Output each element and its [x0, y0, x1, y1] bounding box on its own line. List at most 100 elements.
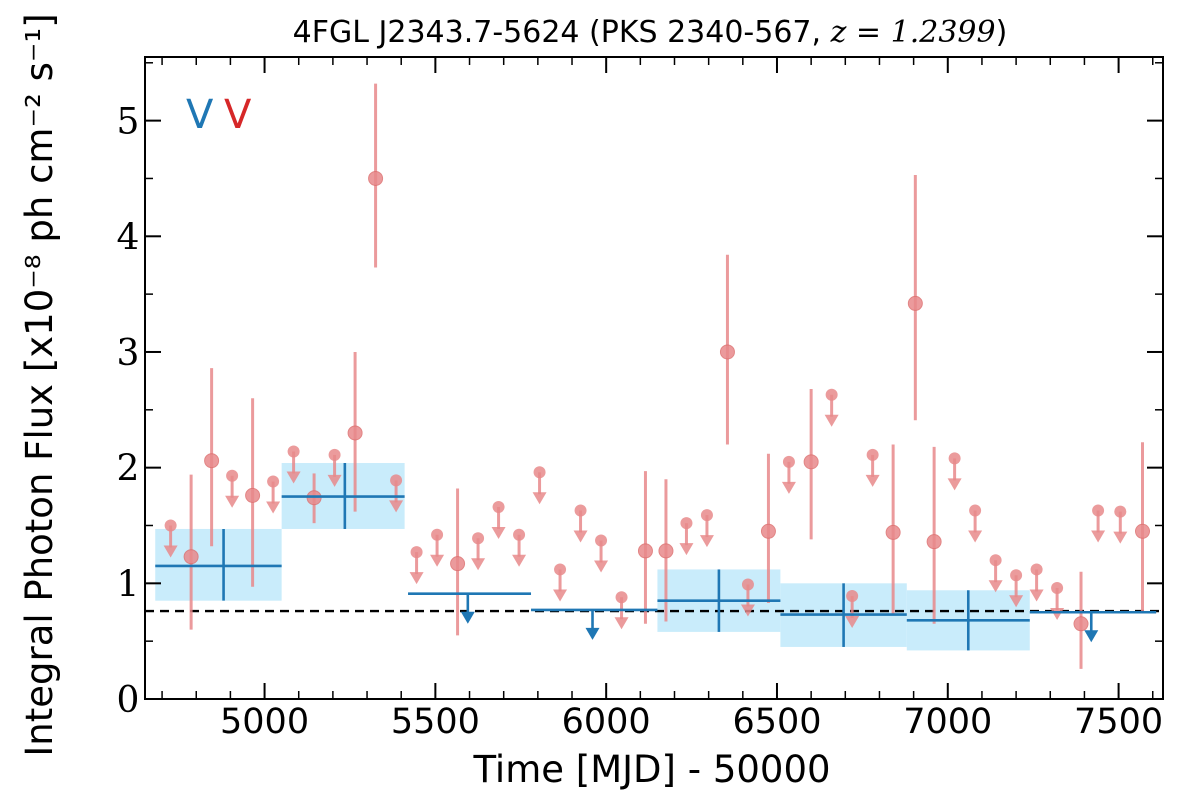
red-upper-limit-arrow [286, 471, 301, 484]
y-tick-label: 0 [117, 680, 140, 721]
red-data-point [926, 534, 942, 550]
red-upper-limit-point [866, 448, 879, 461]
red-upper-limit-point [948, 452, 961, 465]
red-upper-limit-arrow [512, 554, 527, 567]
red-upper-limit-point [680, 517, 693, 530]
y-tick-label: 4 [117, 217, 140, 258]
y-tick-label: 3 [117, 333, 140, 374]
red-upper-limit-point [969, 504, 982, 517]
red-upper-limit-point [741, 578, 754, 591]
red-data-point [658, 543, 674, 559]
red-upper-limit-point [615, 591, 628, 604]
red-upper-limit-arrow [532, 492, 547, 505]
y-tick-label: 1 [117, 564, 140, 605]
red-upper-limit-arrow [1009, 595, 1024, 608]
red-upper-limit-point [472, 532, 485, 545]
y-tick-label: 2 [117, 449, 140, 490]
red-data-point [1073, 616, 1089, 632]
plot-area: 5000 5500 6000 6500 7000 7500 0 1 2 3 4 5 [117, 56, 1164, 742]
red-upper-limit-point [1051, 581, 1064, 594]
x-tick-label: 6000 [562, 702, 651, 742]
red-upper-limit-point [287, 445, 300, 458]
legend-marker-red: V [224, 92, 252, 138]
red-upper-limit-point [164, 519, 177, 532]
red-upper-limit-point [782, 455, 795, 468]
red-upper-limit-point [410, 546, 423, 559]
blue-upper-limit-arrow [460, 611, 475, 624]
red-upper-limit-arrow [430, 554, 445, 567]
red-upper-limit-point [492, 500, 505, 513]
red-upper-limit-point [513, 528, 526, 541]
title-main: 4FGL J2343.7-5624 (PKS 2340-567, [293, 15, 831, 50]
red-upper-limit-arrow [679, 543, 694, 556]
red-upper-limit-point [390, 474, 403, 487]
red-upper-limit-arrow [1113, 531, 1128, 544]
blue-upper-limit-arrow [1084, 630, 1099, 643]
red-upper-limit-point [328, 448, 341, 461]
red-upper-limit-point [226, 469, 239, 482]
red-upper-limit-arrow [1050, 607, 1065, 620]
red-data-point [907, 295, 923, 311]
red-upper-limit-arrow [553, 589, 568, 602]
x-tick-label: 7500 [1074, 702, 1163, 742]
red-upper-limit-point [554, 563, 567, 576]
red-upper-limit-point [595, 534, 608, 547]
red-upper-limit-point [1114, 505, 1127, 518]
red-upper-limit-arrow [163, 545, 178, 558]
red-upper-limit-arrow [491, 526, 506, 539]
red-upper-limit-arrow [614, 617, 629, 630]
red-data-point [204, 453, 220, 469]
red-upper-limit-point [1010, 569, 1023, 582]
legend-marker-blue: V [186, 92, 214, 138]
red-upper-limit-arrow [266, 501, 281, 514]
red-upper-limit-arrow [225, 495, 240, 508]
red-data-point [885, 524, 901, 540]
red-upper-limit-arrow [781, 481, 796, 494]
red-upper-limit-arrow [573, 530, 588, 543]
y-axis-label: Integral Photon Flux [x10⁻⁸ ph cm⁻² s⁻¹] [18, 13, 61, 756]
red-upper-limit-arrow [699, 535, 714, 548]
red-upper-limit-point [1092, 504, 1105, 517]
title-close: ) [996, 15, 1008, 50]
red-upper-limit-arrow [594, 560, 609, 573]
red-data-point [347, 425, 363, 441]
red-data-point [450, 556, 466, 572]
y-tick-label: 5 [117, 102, 140, 143]
red-upper-limit-point [431, 528, 444, 541]
red-upper-limit-arrow [471, 558, 486, 571]
red-upper-limit-point [533, 466, 546, 479]
x-tick-label: 5500 [391, 702, 480, 742]
red-data-point [803, 454, 819, 470]
red-upper-limit-arrow [409, 572, 424, 585]
red-upper-limit-arrow [389, 500, 404, 513]
red-upper-limit-arrow [947, 478, 962, 491]
red-upper-limit-arrow [327, 474, 342, 487]
red-upper-limit-point [267, 475, 280, 488]
red-data-point [183, 549, 199, 565]
red-data-point [245, 487, 261, 503]
red-upper-limit-arrow [1091, 530, 1106, 543]
red-data-point [368, 170, 384, 186]
x-tick-label: 5000 [220, 702, 309, 742]
red-data-point [760, 523, 776, 539]
red-upper-limit-arrow [1029, 589, 1044, 602]
red-data-point [637, 543, 653, 559]
x-tick-label: 7000 [903, 702, 992, 742]
title-redshift: z = 1.2399 [830, 15, 996, 50]
red-data-point [1135, 523, 1151, 539]
red-upper-limit-point [846, 590, 859, 603]
red-upper-limit-arrow [740, 604, 755, 617]
red-upper-limit-arrow [968, 530, 983, 543]
red-upper-limit-point [989, 554, 1002, 567]
legend-markers: V V [186, 92, 252, 138]
red-upper-limit-point [574, 504, 587, 517]
red-upper-limit-point [825, 388, 838, 401]
red-upper-limit-point [1030, 563, 1043, 576]
chart-title: 4FGL J2343.7-5624 (PKS 2340-567, z = 1.2… [293, 15, 1008, 50]
blue-upper-limit-arrow [585, 627, 600, 640]
plot-frame [144, 56, 1164, 700]
red-upper-limit-arrow [824, 414, 839, 427]
x-axis-label: Time [MJD] - 50000 [472, 748, 830, 791]
red-upper-limit-arrow [988, 580, 1003, 593]
